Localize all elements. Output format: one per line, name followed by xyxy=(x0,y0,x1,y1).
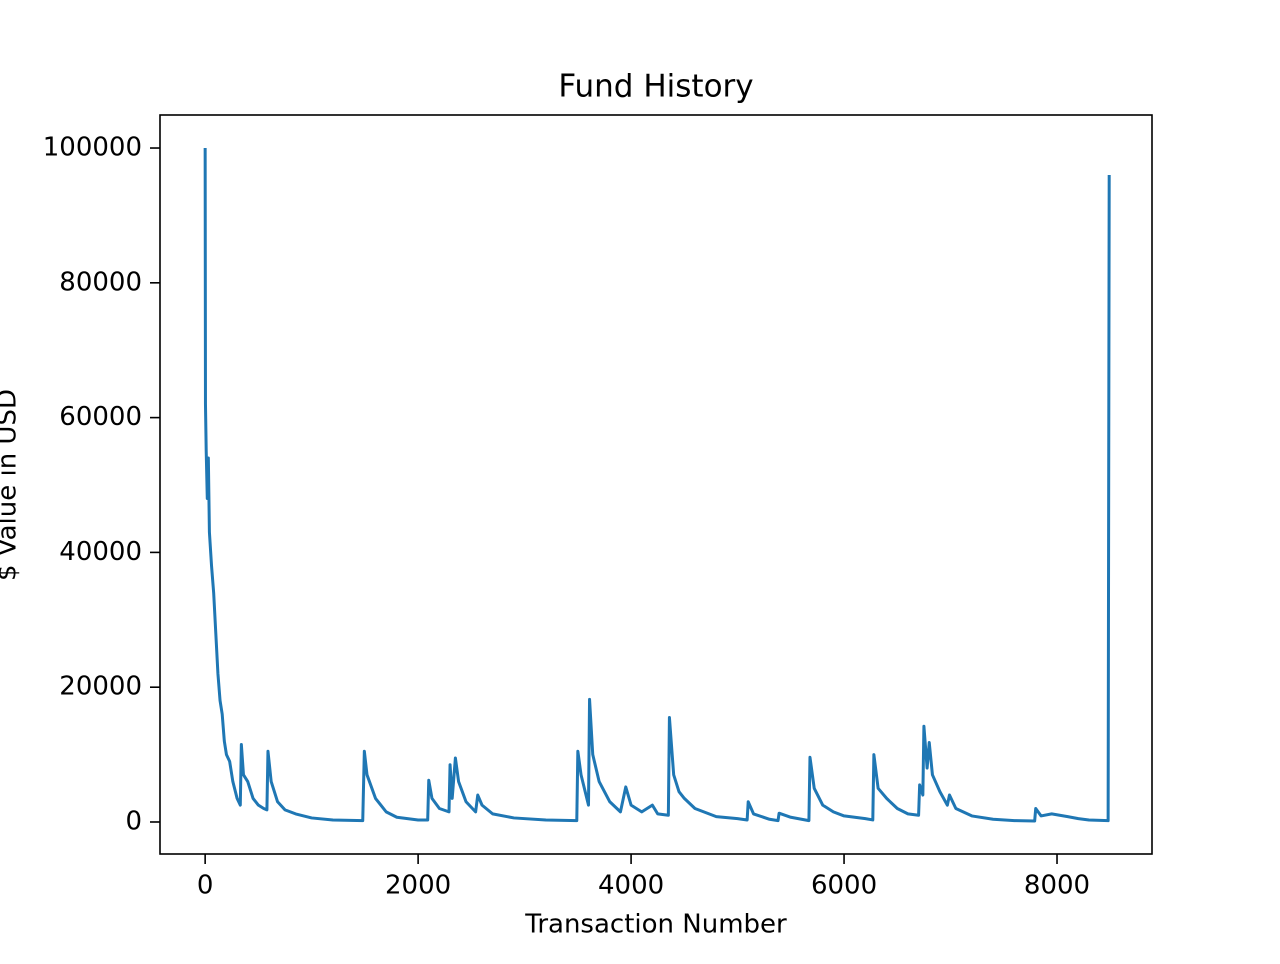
x-tick-label: 6000 xyxy=(811,871,877,901)
x-tick-label: 0 xyxy=(197,871,214,901)
y-tick-label: 20000 xyxy=(59,672,142,702)
y-tick-label: 40000 xyxy=(59,537,142,567)
y-axis-label: $ Value in USD xyxy=(0,389,23,581)
x-tick-label: 2000 xyxy=(385,871,451,901)
x-tick-label: 8000 xyxy=(1024,871,1090,901)
x-tick-label: 4000 xyxy=(598,871,664,901)
y-tick-label: 80000 xyxy=(59,267,142,297)
x-axis-label: Transaction Number xyxy=(524,910,787,940)
y-tick-label: 100000 xyxy=(43,133,142,163)
y-tick-label: 60000 xyxy=(59,402,142,432)
plot-frame xyxy=(159,114,1153,855)
y-tick-label: 0 xyxy=(125,806,142,836)
line xyxy=(203,148,1111,823)
chart-title: Fund History xyxy=(558,69,753,105)
